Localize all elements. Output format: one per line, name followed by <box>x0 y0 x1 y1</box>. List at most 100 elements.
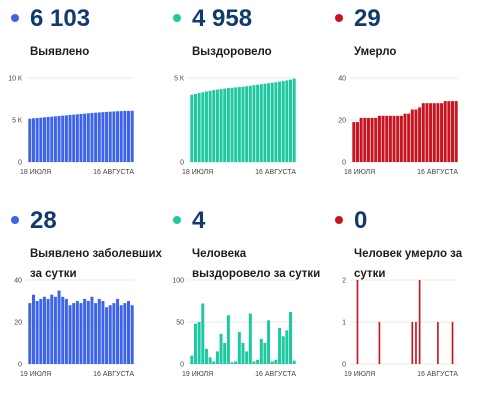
bar <box>127 110 131 162</box>
bar <box>35 301 39 364</box>
bar <box>201 92 205 162</box>
bar <box>46 298 50 364</box>
bar <box>234 87 238 162</box>
bar <box>278 327 282 364</box>
deaths-daily-value: 0 <box>354 207 368 234</box>
bar <box>410 109 414 162</box>
deaths-total-value: 29 <box>354 5 381 32</box>
x-end-label: 16 АВГУСТА <box>255 371 296 378</box>
bar <box>90 296 94 364</box>
bar <box>292 360 296 364</box>
bar <box>285 330 289 364</box>
y-tick-label: 50 <box>176 320 184 327</box>
bar <box>259 338 263 364</box>
dot-icon <box>173 216 181 224</box>
bar <box>75 301 79 364</box>
panel-deaths: 29 Умерло 0 20 40 18 ИЮЛЯ 16 АВГУСТА <box>330 0 485 190</box>
bar <box>270 361 274 364</box>
bar <box>418 107 422 162</box>
bar <box>234 361 238 364</box>
bar <box>267 83 271 162</box>
bar <box>208 357 212 364</box>
bar <box>447 101 451 162</box>
bar <box>208 90 212 162</box>
bar <box>119 305 123 364</box>
bar <box>377 115 381 162</box>
bar <box>101 301 105 364</box>
y-tick-label: 20 <box>338 118 346 125</box>
bar <box>83 298 87 364</box>
y-tick-label: 2 <box>342 278 346 285</box>
bar <box>72 303 76 364</box>
bar <box>425 103 429 162</box>
recovered-total-label: Выздоровело <box>192 46 272 58</box>
bar <box>97 298 101 364</box>
x-end-label: 16 АВГУСТА <box>417 371 458 378</box>
recovered-daily-label: Человека выздоровело за сутки <box>192 248 321 280</box>
bar <box>123 303 127 364</box>
bar <box>226 315 230 364</box>
dot-icon <box>335 216 343 224</box>
bar <box>363 117 367 162</box>
bar <box>292 78 296 162</box>
bar <box>94 112 98 162</box>
bar <box>281 81 285 162</box>
bar <box>105 111 109 162</box>
panel-detected-daily: 28 Выявлено заболевших за сутки 0 20 40 19 … <box>6 202 162 392</box>
y-tick-label: 5 К <box>12 118 23 125</box>
recovered-daily-chart: 0 50 100 19 ИЮЛЯ 16 АВГУСТА <box>172 278 296 379</box>
x-end-label: 16 АВГУСТА <box>93 371 134 378</box>
bar <box>61 296 65 364</box>
y-tick-label: 10 К <box>8 76 23 83</box>
y-tick-label: 1 <box>342 320 346 327</box>
bar <box>50 116 54 162</box>
dot-icon <box>173 14 181 22</box>
bar <box>223 88 227 162</box>
y-tick-label: 0 <box>342 362 346 369</box>
x-end-label: 16 АВГУСТА <box>93 169 134 176</box>
y-tick-label: 0 <box>180 362 184 369</box>
bar <box>407 113 411 162</box>
bar <box>352 122 356 162</box>
bar <box>226 88 230 162</box>
bar <box>72 114 76 162</box>
y-tick-label: 40 <box>338 76 346 83</box>
bar <box>197 93 201 162</box>
detected-total-chart: 0 5 К 10 К 18 ИЮЛЯ 16 АВГУСТА <box>8 76 134 177</box>
x-start-label: 19 ИЮЛЯ <box>344 371 375 378</box>
bar <box>252 85 256 162</box>
bar <box>50 294 54 364</box>
bar <box>193 93 197 162</box>
bar <box>90 112 94 162</box>
bar <box>42 296 46 364</box>
bar <box>68 114 72 162</box>
bar <box>241 343 245 364</box>
bar <box>53 116 57 162</box>
deaths-total-chart: 0 20 40 18 ИЮЛЯ 16 АВГУСТА <box>338 76 458 177</box>
bar <box>267 320 271 364</box>
bar <box>248 85 252 162</box>
bar <box>245 351 249 364</box>
bar <box>105 307 109 364</box>
bar <box>230 87 234 162</box>
bar <box>108 305 112 364</box>
x-start-label: 19 ИЮЛЯ <box>182 371 213 378</box>
bar <box>355 122 359 162</box>
bar <box>289 311 293 364</box>
bar <box>437 322 439 364</box>
bar <box>418 280 421 364</box>
bar <box>429 103 433 162</box>
bar <box>112 303 116 364</box>
bar <box>53 296 57 364</box>
recovered-total-chart: 0 5 К 18 ИЮЛЯ 16 АВГУСТА <box>174 76 296 177</box>
bar <box>35 117 39 162</box>
bar <box>116 298 120 364</box>
bar <box>440 103 444 162</box>
bar <box>61 115 65 162</box>
bar <box>42 117 46 162</box>
deaths-daily-label: Человек умерло за сутки <box>354 248 463 280</box>
bar <box>190 94 194 162</box>
bar <box>256 84 260 162</box>
bar <box>289 79 293 162</box>
bar <box>378 322 381 364</box>
